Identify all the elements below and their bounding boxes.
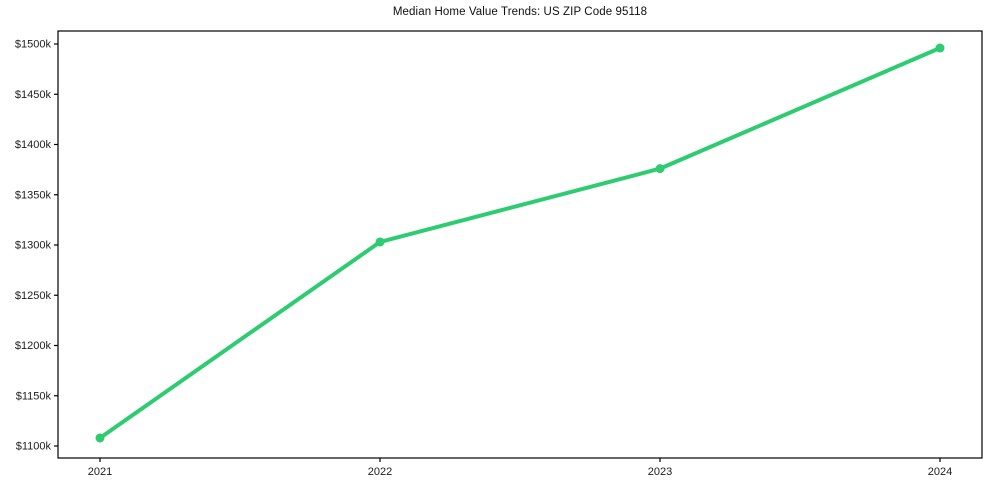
chart-title: Median Home Value Trends: US ZIP Code 95… [392, 6, 648, 18]
x-tick-label: 2022 [368, 466, 392, 478]
plot-frame [57, 30, 983, 459]
y-tick-label: $1350k [15, 189, 52, 201]
x-tick-label: 2023 [648, 466, 672, 478]
y-tick-label: $1100k [16, 441, 52, 453]
data-point-marker [655, 164, 665, 174]
y-tick-label: $1450k [15, 89, 52, 101]
y-tick-label: $1400k [15, 139, 52, 151]
y-tick-label: $1500k [15, 39, 52, 51]
x-tick-label: 2024 [928, 466, 952, 478]
data-point-marker [95, 433, 105, 443]
y-tick-label: $1250k [15, 290, 52, 302]
y-tick-label: $1300k [15, 240, 52, 252]
trend-line [98, 46, 942, 440]
data-point-marker [375, 237, 385, 247]
x-tick-label: 2021 [88, 466, 112, 478]
y-tick-label: $1150k [16, 390, 52, 402]
data-point-marker [935, 43, 945, 53]
y-tick-label: $1200k [15, 340, 52, 352]
